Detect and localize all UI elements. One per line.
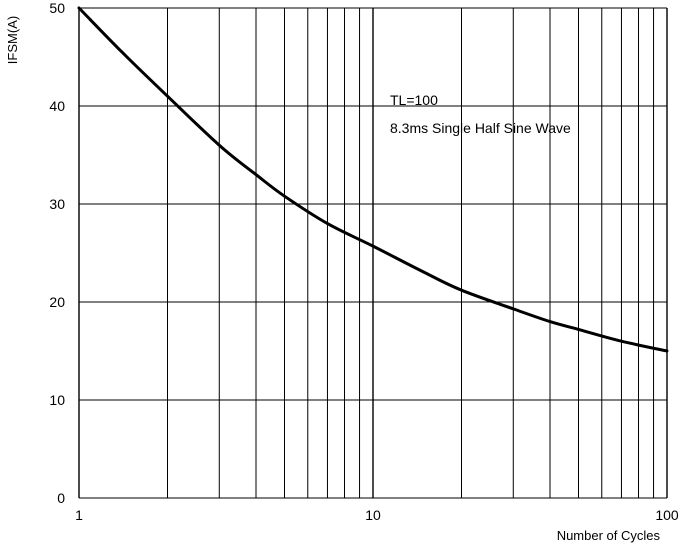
y-tick-label: 0 bbox=[57, 490, 65, 506]
y-tick-label: 50 bbox=[49, 0, 65, 16]
x-tick-label: 1 bbox=[75, 507, 83, 523]
y-axis-label: IFSM(A) bbox=[5, 16, 20, 64]
series-line bbox=[77, 6, 669, 353]
annotations: TL=100 8.3ms Single Half Sine Wave bbox=[390, 92, 571, 136]
annotation-tl: TL=100 bbox=[390, 92, 438, 108]
x-axis-label: Number of Cycles bbox=[557, 528, 661, 543]
x-tick-label: 100 bbox=[655, 507, 679, 523]
series-layer bbox=[77, 6, 669, 353]
annotation-waveform: 8.3ms Single Half Sine Wave bbox=[390, 120, 571, 136]
x-tick-label: 10 bbox=[365, 507, 381, 523]
y-tick-label: 10 bbox=[49, 392, 65, 408]
y-tick-label: 40 bbox=[49, 98, 65, 114]
y-tick-label: 30 bbox=[49, 196, 65, 212]
y-tick-label: 20 bbox=[49, 294, 65, 310]
grid bbox=[78, 7, 668, 499]
tick-labels: 0 10 20 30 40 50 1 10 100 bbox=[49, 0, 678, 523]
